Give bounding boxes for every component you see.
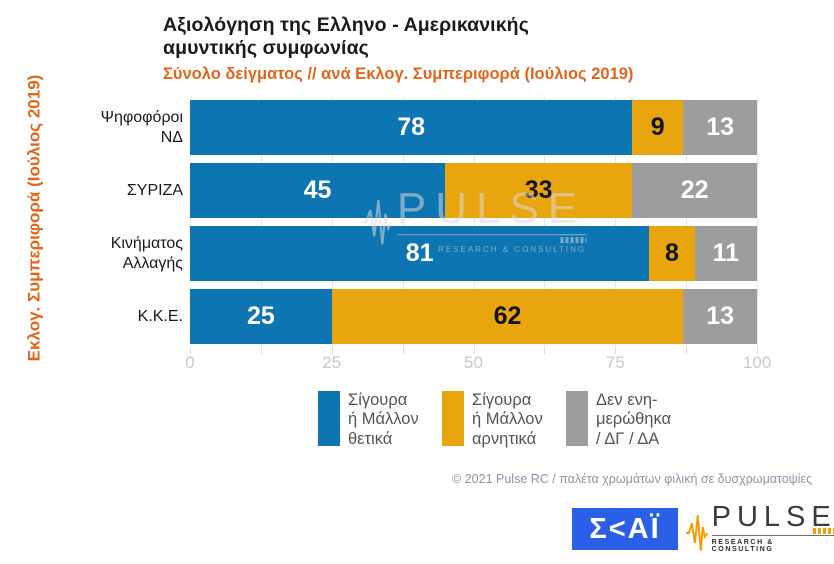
bar-segment: 9	[632, 100, 684, 155]
legend-label: Σίγουρα ή Μάλλον αρνητικά	[472, 391, 543, 448]
x-axis-tick	[544, 348, 546, 354]
bar-value-label: 8	[664, 239, 679, 267]
bar-value-label: 11	[712, 239, 740, 267]
legend-swatch-icon	[318, 391, 340, 446]
x-axis-tick-label: 0	[185, 353, 195, 372]
bar-row: 45 33 22	[190, 163, 757, 218]
gridline	[686, 97, 688, 347]
header: Αξιολόγηση της Ελληνο - Αμερικανικής αμυ…	[163, 14, 633, 84]
bar-value-label: 78	[397, 113, 426, 141]
bar-segment: 11	[694, 226, 757, 281]
gridline	[473, 97, 475, 347]
pulse-logo: PULSE RESEARCH & CONSULTING	[686, 503, 834, 553]
bar-segment: 22	[632, 163, 757, 218]
x-axis-tick	[473, 348, 475, 354]
category-label: Κινήματος Αλλαγής	[110, 234, 183, 272]
legend-item: Σίγουρα ή Μάλλον αρνητικά	[442, 391, 557, 449]
pulse-logo-rule	[711, 528, 834, 536]
x-axis-tick	[331, 348, 333, 354]
legend-label: Σίγουρα ή Μάλλον θετικά	[348, 391, 419, 448]
bar-segment: 78	[190, 100, 633, 155]
bar-value-label: 13	[706, 113, 735, 141]
x-axis-tick-label: 100	[742, 353, 772, 372]
copyright-text: © 2021 Pulse RC / παλέτα χρωμάτων φιλική…	[452, 472, 812, 486]
legend-swatch-icon	[442, 391, 464, 446]
bar-segment: 45	[190, 163, 446, 218]
bar-segment: 13	[683, 100, 757, 155]
gridline	[331, 97, 333, 347]
gridline	[544, 97, 546, 347]
skai-logo-text: Σ<ΑΪ	[589, 512, 661, 545]
x-axis-tick-label: 25	[322, 353, 342, 372]
bar-value-label: 33	[524, 176, 553, 204]
gridline	[615, 97, 617, 347]
x-axis-tick	[402, 348, 404, 354]
x-axis-tick	[686, 348, 688, 354]
category-label: Ψηφοφόροι ΝΔ	[100, 108, 183, 146]
bar-value-label: 13	[706, 302, 735, 330]
skai-logo: Σ<ΑΪ	[572, 508, 678, 550]
bar-segment: 62	[331, 289, 684, 344]
gridline	[757, 97, 758, 347]
gridline	[402, 97, 404, 347]
x-axis-tick-label: 75	[605, 353, 625, 372]
legend-item: Δεν ενη- μερώθηκα / ΔΓ / ΔΑ	[566, 391, 681, 449]
legend-item: Σίγουρα ή Μάλλον θετικά	[318, 391, 433, 449]
bar-value-label: 9	[650, 113, 665, 141]
bar-row: 25 62 13	[190, 289, 757, 344]
legend-swatch-icon	[566, 391, 588, 446]
pulse-logo-text: PULSE	[711, 501, 834, 533]
plot-area: 78 9 13 45 33 22 81 8 11 25 62 13 PULSE RESEARCH & …	[190, 97, 758, 347]
y-axis-label-wrap: Εκλογ. Συμπεριφορά (Ιούλιος 2019)	[14, 55, 54, 380]
bar-row: 81 8 11	[190, 226, 757, 281]
bar-value-label: 22	[680, 176, 709, 204]
bar-value-label: 45	[303, 176, 332, 204]
pulse-logo-waveform-icon	[686, 515, 708, 551]
bar-segment: 8	[649, 226, 695, 281]
chart-subtitle: Σύνολο δείγματος // ανά Εκλογ. Συμπεριφο…	[163, 65, 634, 83]
legend: Σίγουρα ή Μάλλον θετικά Σίγουρα ή Μάλλον …	[318, 391, 690, 449]
pulse-logo-subtext: RESEARCH & CONSULTING	[711, 539, 774, 553]
category-label: Κ.Κ.Ε.	[137, 307, 183, 325]
chart-title-line2: αμυντικής συμφωνίας	[163, 37, 369, 59]
pulse-logo-body: PULSE RESEARCH & CONSULTING	[711, 501, 834, 553]
bar-value-label: 62	[493, 302, 522, 330]
x-axis-tick	[615, 348, 617, 354]
y-axis-label: Εκλογ. Συμπεριφορά (Ιούλιος 2019)	[24, 74, 43, 361]
bar-segment: 81	[190, 226, 650, 281]
bar-segment: 33	[445, 163, 633, 218]
chart-title: Αξιολόγηση της Ελληνο - Αμερικανικής αμυ…	[163, 14, 633, 60]
x-axis-tick-label: 50	[464, 353, 483, 372]
chart-title-line1: Αξιολόγηση της Ελληνο - Αμερικανικής	[163, 14, 529, 36]
x-axis-tick	[190, 348, 191, 354]
bar-segment: 25	[190, 289, 332, 344]
bar-value-label: 81	[405, 239, 434, 267]
category-label: ΣΥΡΙΖΑ	[126, 181, 183, 199]
x-axis-tick	[757, 348, 758, 354]
legend-label: Δεν ενη- μερώθηκα / ΔΓ / ΔΑ	[596, 391, 672, 448]
category-labels: Ψηφοφόροι ΝΔ ΣΥΡΙΖΑ Κινήματος Αλλαγής Κ.Κ.Ε…	[55, 97, 183, 347]
bar-row: 78 9 13	[190, 100, 757, 155]
pulse-logo-pixels-icon	[813, 528, 834, 534]
gridline	[260, 97, 262, 347]
x-axis-tick	[260, 348, 262, 354]
bar-value-label: 25	[246, 302, 275, 330]
bar-segment: 13	[683, 289, 757, 344]
